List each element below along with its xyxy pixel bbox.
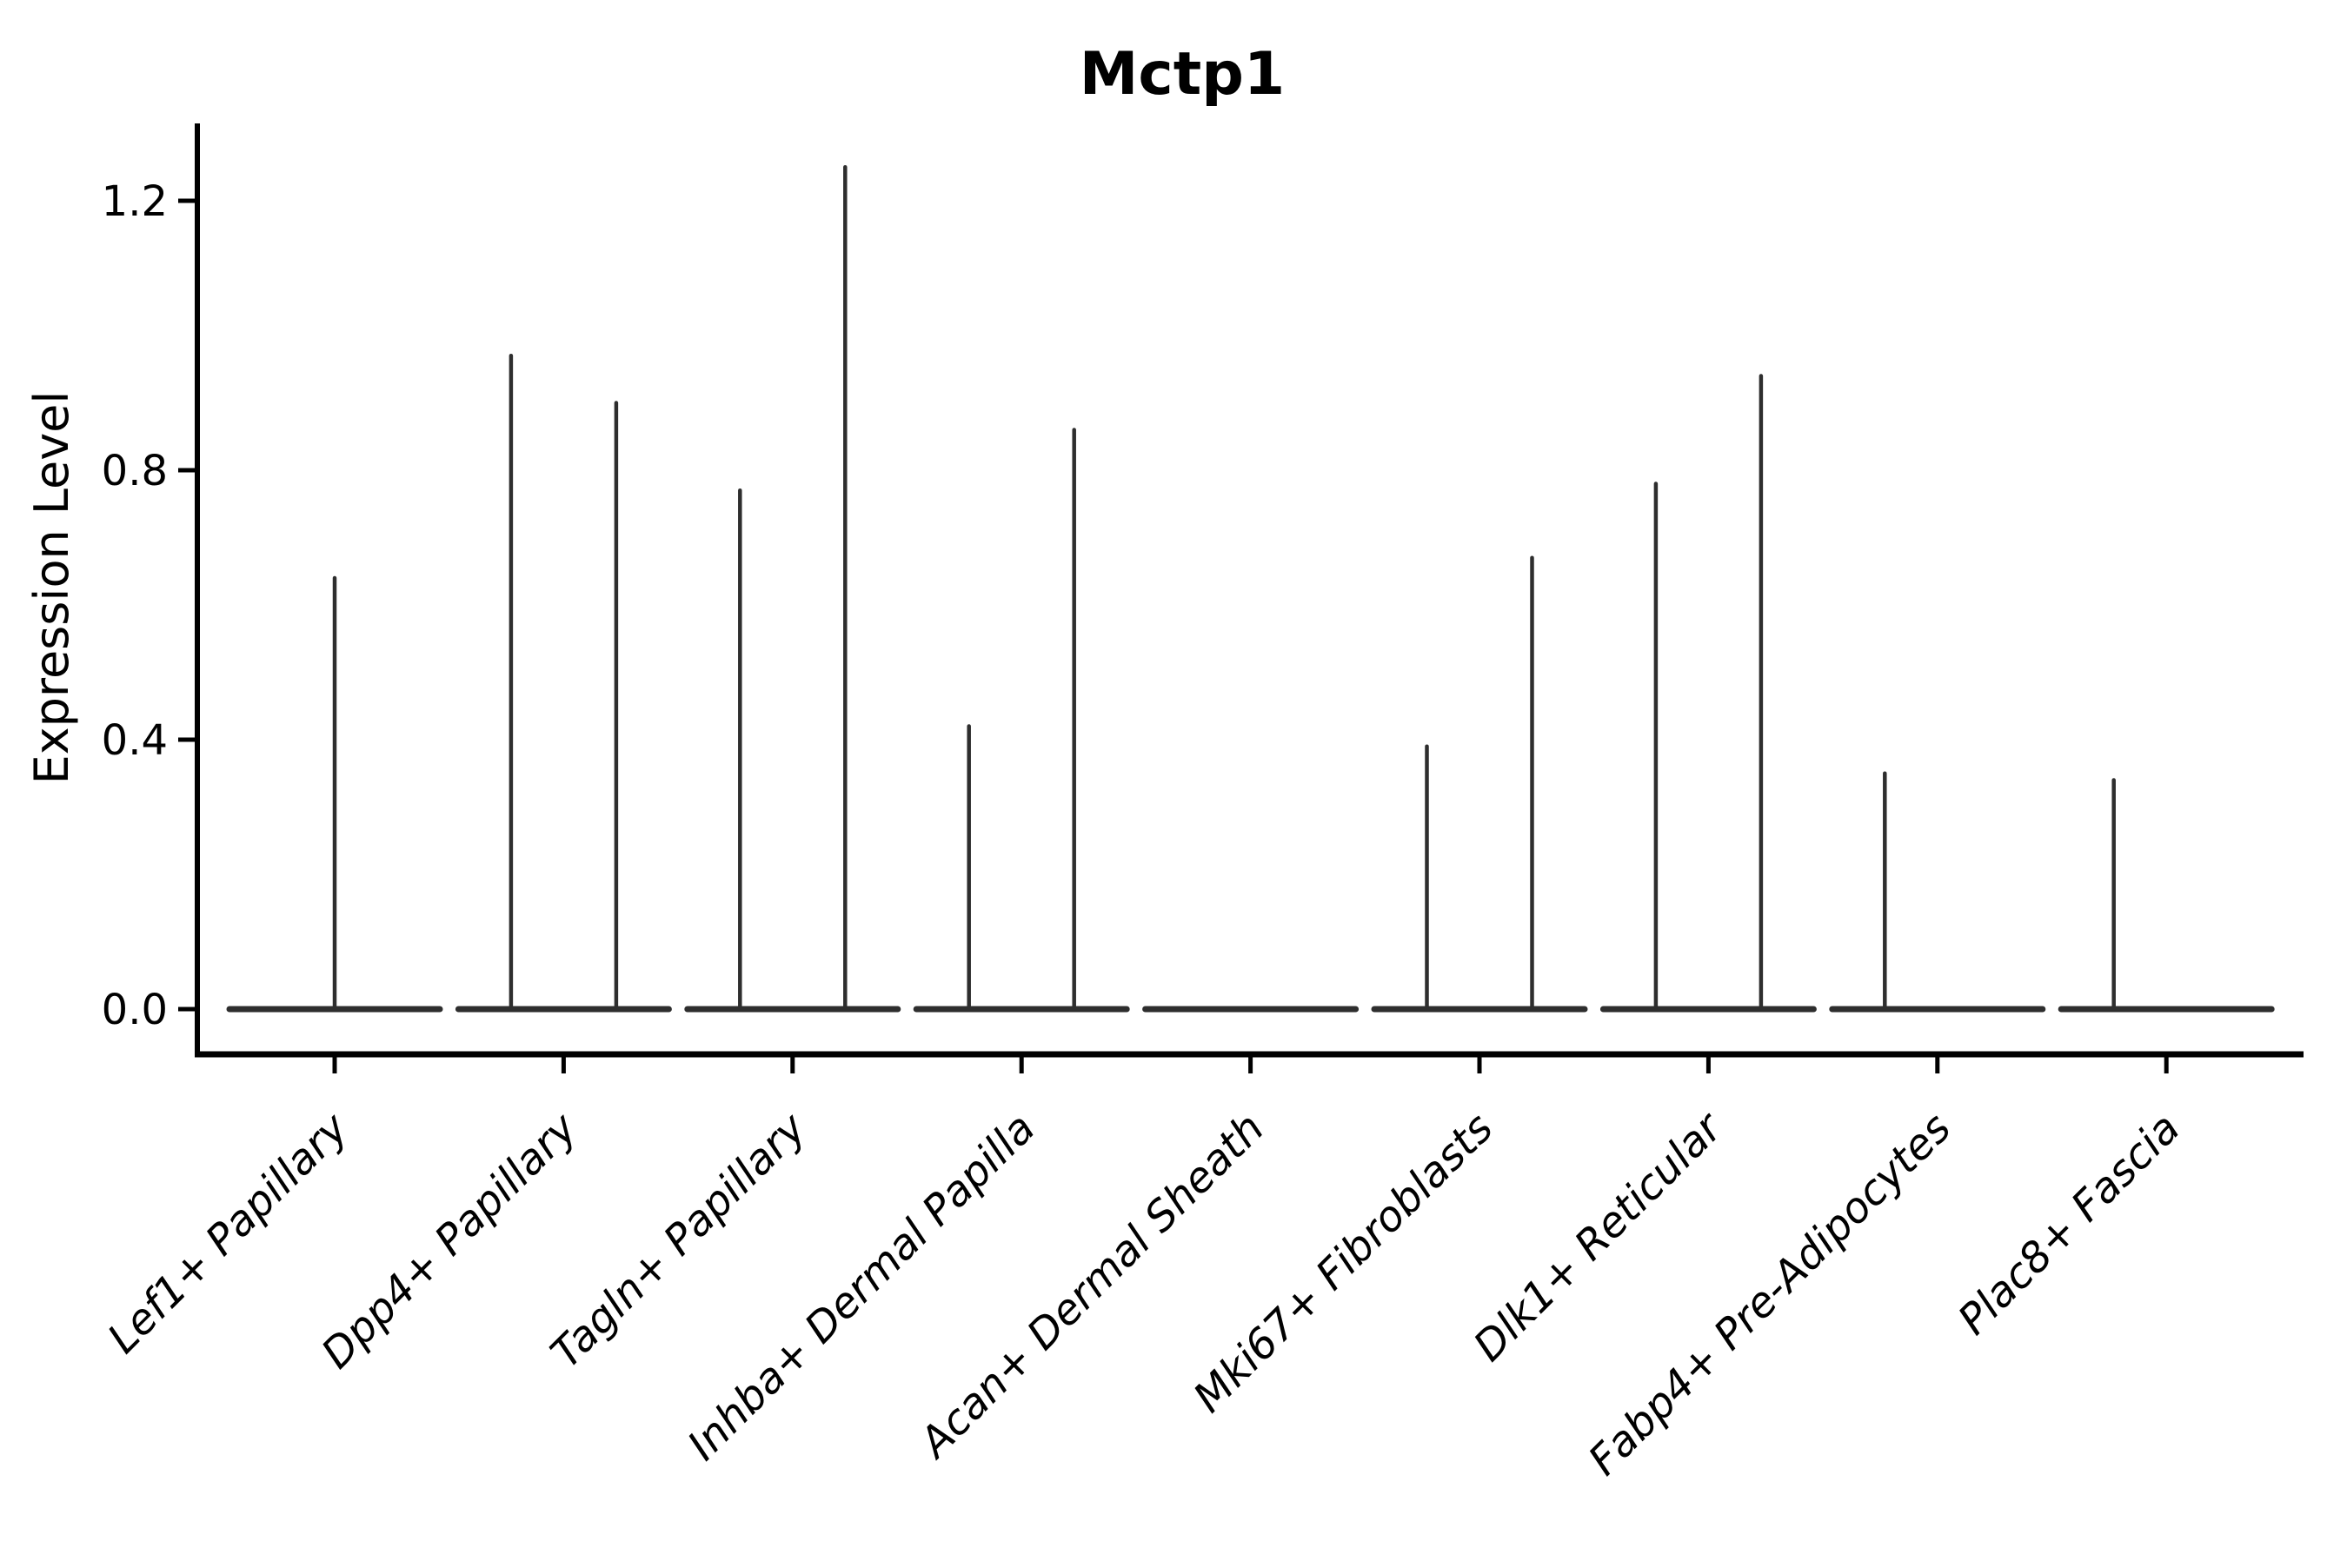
y-tick-label: 0.0 bbox=[102, 986, 168, 1034]
y-tick-label: 0.4 bbox=[102, 716, 168, 765]
y-axis-label: Expression Level bbox=[24, 391, 79, 785]
x-tick-label: Fabp4+ Pre-Adipocytes bbox=[1579, 1104, 1961, 1485]
x-tick-label: Tagln+ Papillary bbox=[542, 1103, 816, 1378]
x-tick-label: Plac8+ Fascia bbox=[1949, 1104, 2190, 1345]
x-tick-label: Dpp4+ Papillary bbox=[312, 1103, 587, 1378]
x-tick-label: Lef1+ Papillary bbox=[98, 1103, 358, 1363]
y-tick-label: 1.2 bbox=[102, 177, 168, 226]
violin-layer bbox=[226, 165, 2275, 1013]
y-tick-label: 0.8 bbox=[102, 447, 168, 495]
x-tick-label: Dlk1+ Reticular bbox=[1465, 1102, 1734, 1372]
chart-title: Mctp1 bbox=[1080, 40, 1285, 109]
